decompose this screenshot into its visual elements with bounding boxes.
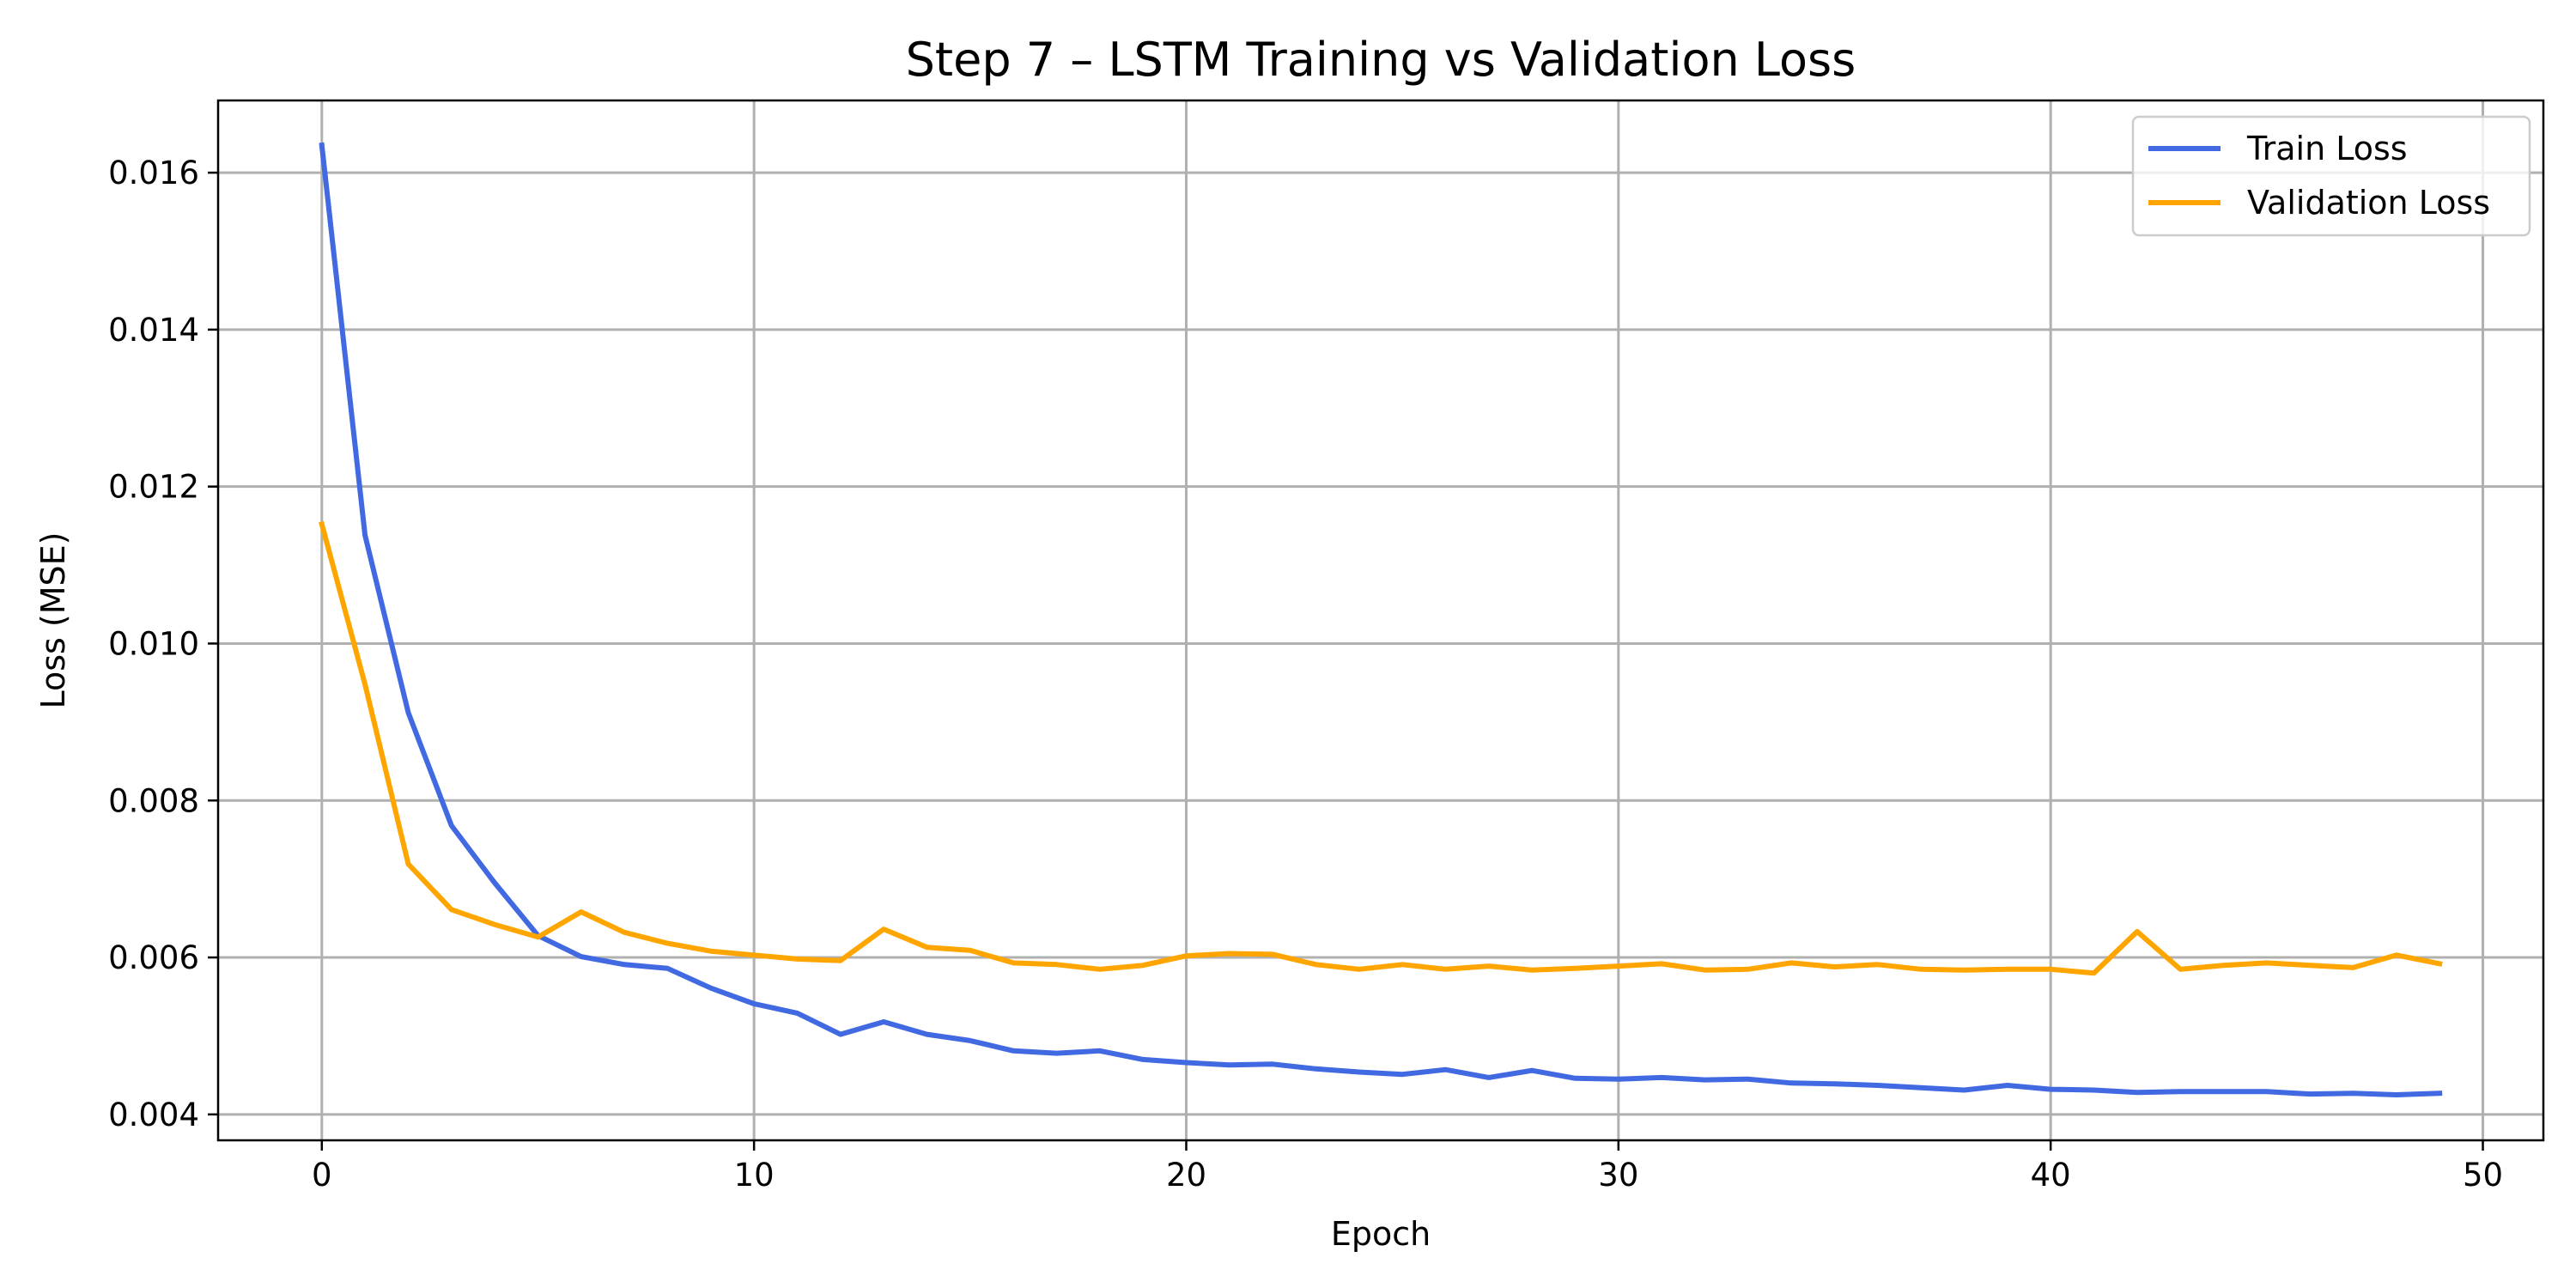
- series-lines: [319, 142, 2443, 1097]
- y-tick-label: 0.010: [108, 625, 199, 662]
- y-tick-label: 0.008: [108, 782, 199, 819]
- y-tick-label: 0.004: [108, 1097, 199, 1133]
- y-tick-label: 0.016: [108, 155, 199, 191]
- plot-frame: [216, 99, 2545, 1142]
- series-line-validation-loss: [319, 520, 2443, 976]
- x-tick-label: 10: [734, 1157, 775, 1194]
- x-tick-label: 40: [2031, 1157, 2071, 1194]
- y-tick-label: 0.014: [108, 312, 199, 349]
- chart-title: Step 7 – LSTM Training vs Validation Los…: [906, 33, 1856, 87]
- x-tick-label: 20: [1166, 1157, 1206, 1194]
- legend-label-validation-loss: Validation Loss: [2247, 184, 2490, 222]
- y-axis-label: Loss (MSE): [34, 532, 72, 709]
- y-tick-label: 0.006: [108, 939, 199, 976]
- y-tick-label: 0.012: [108, 469, 199, 506]
- axis-ticks: 0 10 20 30 40 50 0.004 0.006 0.008 0.010 0.012 0.01…: [108, 155, 2503, 1194]
- x-axis-label: Epoch: [1331, 1215, 1431, 1253]
- legend-label-train-loss: Train Loss: [2246, 130, 2408, 167]
- grid: [218, 100, 2543, 1140]
- x-tick-label: 0: [312, 1157, 332, 1194]
- legend-box: [2131, 115, 2531, 237]
- x-tick-label: 50: [2463, 1157, 2503, 1194]
- legend: Train Loss Validation Loss: [2131, 115, 2531, 237]
- x-tick-label: 30: [1598, 1157, 1638, 1194]
- series-line-train-loss: [319, 142, 2443, 1097]
